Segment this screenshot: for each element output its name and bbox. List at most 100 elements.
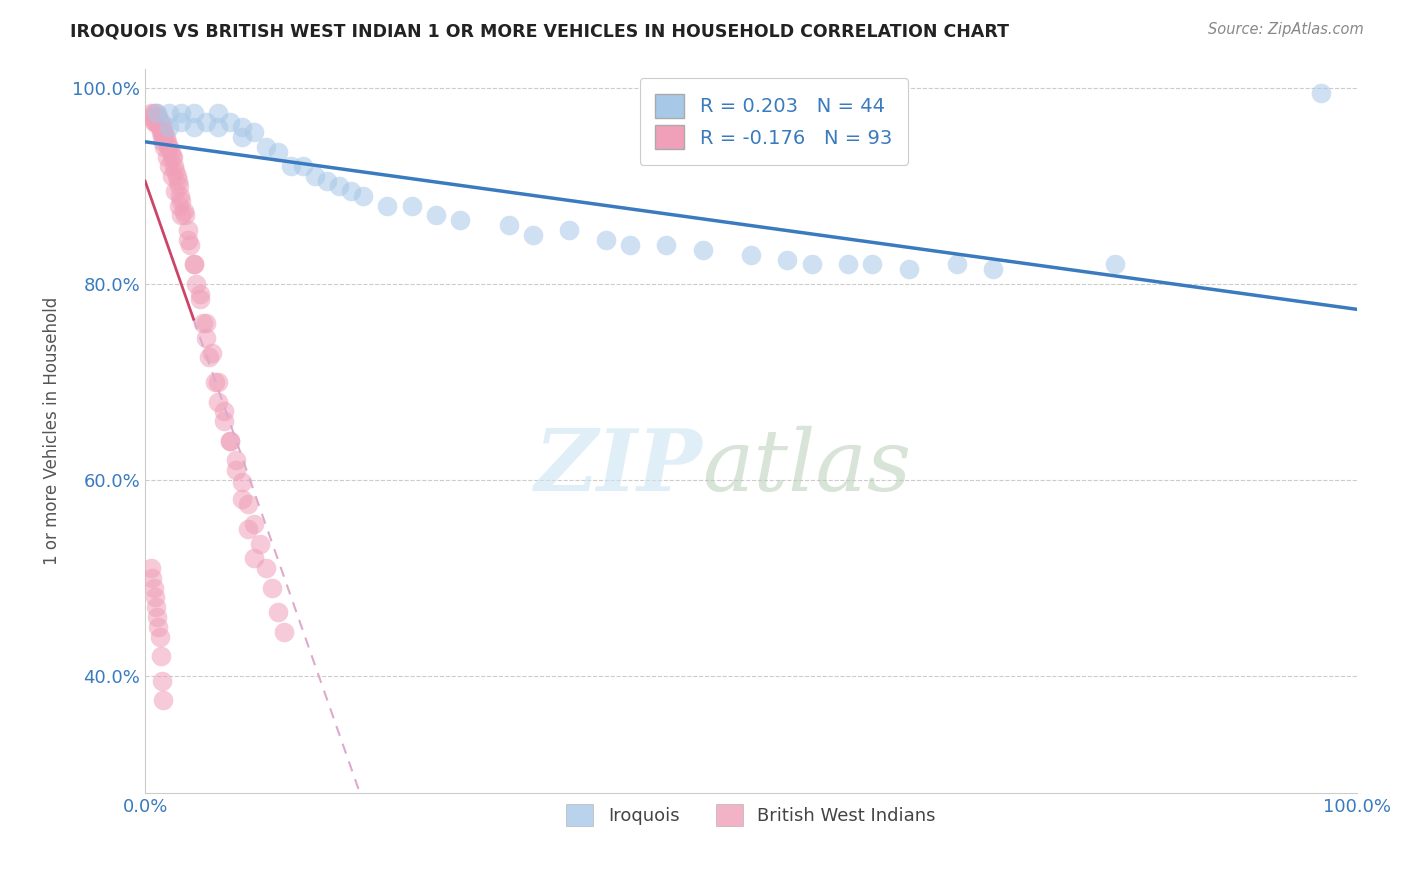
Point [157,105,180,120]
Point [166,174,188,188]
Point [207,120,229,135]
Point [273,624,295,639]
Point [304,169,326,184]
Point [194,316,217,330]
Point [219,434,242,448]
Point [155,130,177,145]
Point [207,394,229,409]
Point [149,649,172,664]
Point [449,213,471,227]
Point [243,551,266,566]
Point [183,257,205,271]
Point [163,160,186,174]
Point [207,105,229,120]
Point [148,111,170,125]
Point [156,150,179,164]
Point [160,169,183,184]
Point [170,115,193,129]
Point [249,536,271,550]
Point [231,475,253,489]
Y-axis label: 1 or more Vehicles in Household: 1 or more Vehicles in Household [44,297,60,565]
Point [149,120,172,135]
Point [219,115,242,129]
Point [143,115,166,129]
Point [193,316,215,330]
Point [146,111,169,125]
Point [149,125,172,139]
Point [983,262,1005,277]
Point [170,194,193,208]
Point [188,286,211,301]
Point [188,292,211,306]
Point [655,237,678,252]
Point [156,135,179,149]
Point [150,130,173,145]
Point [149,115,172,129]
Point [243,516,266,531]
Point [150,125,173,139]
Point [176,223,198,237]
Point [152,693,174,707]
Point [860,257,883,271]
Point [254,561,277,575]
Point [231,130,253,145]
Point [231,120,253,135]
Point [776,252,799,267]
Point [153,130,176,145]
Point [280,160,302,174]
Point [167,199,190,213]
Point [162,150,184,164]
Point [194,115,217,129]
Point [143,111,166,125]
Point [291,160,314,174]
Point [170,209,193,223]
Point [219,434,242,448]
Point [146,105,169,120]
Point [167,179,190,194]
Point [183,120,205,135]
Point [146,115,169,129]
Point [401,199,423,213]
Point [254,140,277,154]
Point [149,120,172,135]
Point [183,257,205,271]
Point [143,591,166,605]
Point [267,605,290,619]
Point [150,122,173,136]
Point [204,375,226,389]
Point [153,125,176,139]
Point [692,243,714,257]
Point [166,169,188,184]
Text: IROQUOIS VS BRITISH WEST INDIAN 1 OR MORE VEHICLES IN HOUSEHOLD CORRELATION CHAR: IROQUOIS VS BRITISH WEST INDIAN 1 OR MOR… [70,22,1010,40]
Text: atlas: atlas [703,425,911,508]
Point [148,115,170,129]
Text: Source: ZipAtlas.com: Source: ZipAtlas.com [1208,22,1364,37]
Point [558,223,581,237]
Point [152,120,174,135]
Point [212,404,235,418]
Point [149,120,172,135]
Point [145,105,167,120]
Point [262,581,284,595]
Point [1104,257,1126,271]
Point [740,247,762,261]
Point [352,189,374,203]
Point [212,414,235,428]
Point [146,610,169,624]
Point [179,237,201,252]
Point [142,115,165,129]
Point [152,135,174,149]
Point [157,120,180,135]
Point [173,203,195,218]
Point [157,140,180,154]
Point [160,150,183,164]
Point [150,673,173,688]
Point [236,522,259,536]
Point [184,277,207,291]
Point [183,105,205,120]
Point [142,581,165,595]
Point [157,140,180,154]
Point [141,561,163,575]
Point [145,600,167,615]
Point [153,140,176,154]
